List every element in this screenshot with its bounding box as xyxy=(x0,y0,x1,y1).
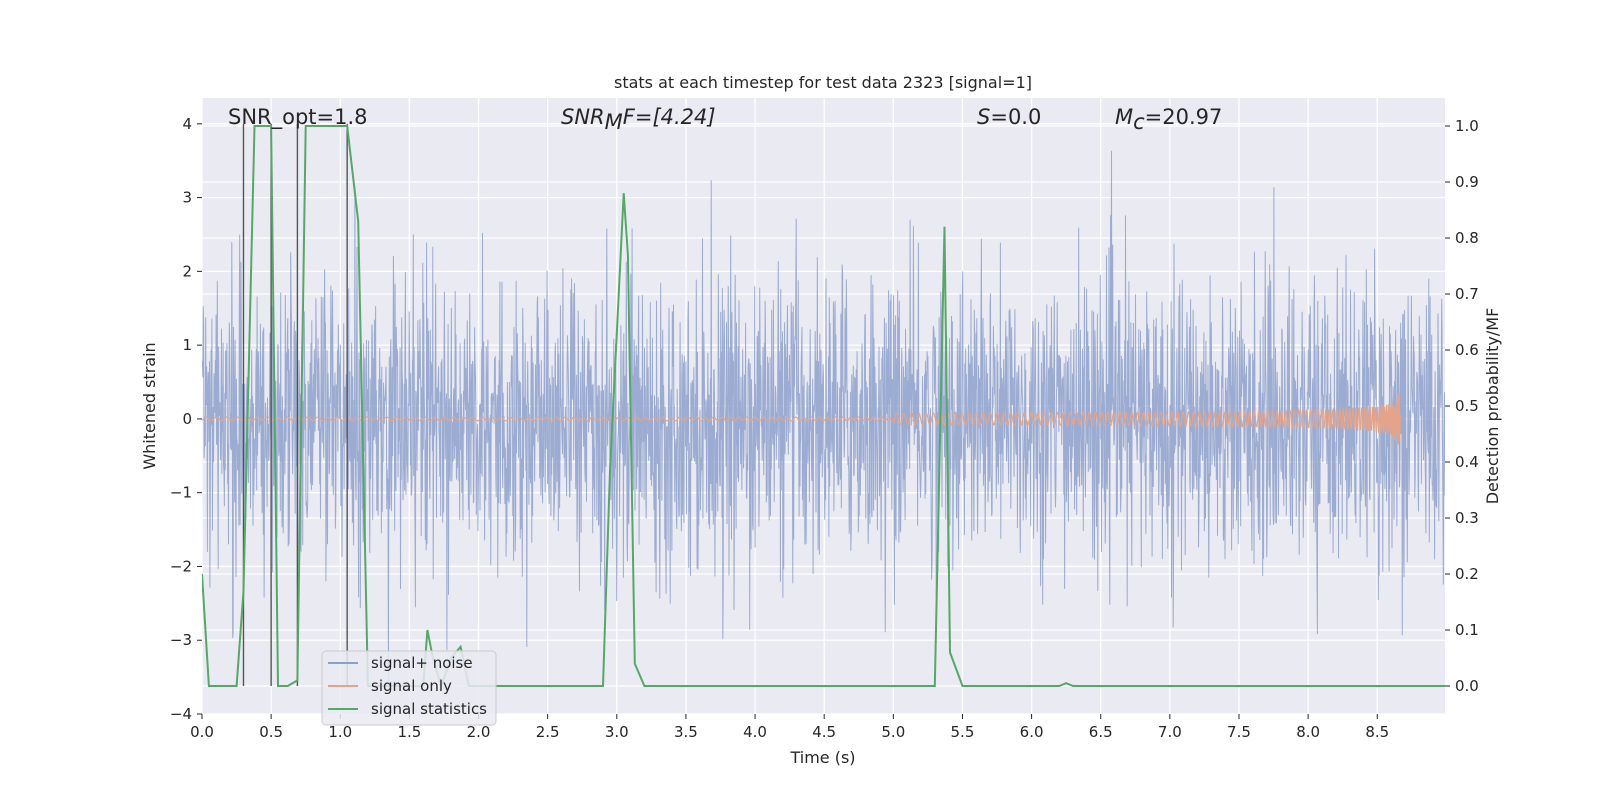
annotation-snr-mf: SNRMF=[4.24] xyxy=(561,105,716,134)
y-left-tick-label: −4 xyxy=(170,705,192,723)
y-right-tick-label: 0.9 xyxy=(1455,173,1479,191)
y-left-tick-label: 4 xyxy=(182,115,192,133)
x-tick-label: 0.5 xyxy=(259,723,283,741)
y-left-tick-label: −3 xyxy=(170,631,192,649)
y-left-tick-label: −1 xyxy=(170,484,192,502)
y-left-tick-label: 3 xyxy=(182,189,192,207)
y-axis-left-label: Whitened strain xyxy=(140,342,159,469)
annotation-mc-tail: =20.97 xyxy=(1145,105,1223,129)
annotation-snr-opt: SNR_opt=1.8 xyxy=(228,105,368,130)
y-right-tick-label: 0.3 xyxy=(1455,509,1479,527)
y-left-tick-label: 0 xyxy=(182,410,192,428)
signal-only-series xyxy=(202,393,1401,445)
y-right-tick-label: 0.6 xyxy=(1455,341,1479,359)
annotation-snr-mf-tail: F=[4.24] xyxy=(623,105,716,129)
vertical-markers xyxy=(242,123,348,686)
annotation-snr-mf-sub: M xyxy=(605,110,623,134)
x-tick-label: 5.0 xyxy=(881,723,905,741)
annotation-mc-sub: c xyxy=(1133,110,1145,134)
y-left-tick-label: 2 xyxy=(182,262,192,280)
legend-box xyxy=(321,650,497,726)
y-right-tick-label: 0.8 xyxy=(1455,229,1479,247)
annotation-mc-base: M xyxy=(1115,105,1133,129)
y-right-tick-label: 0.4 xyxy=(1455,453,1479,471)
legend-label-signal-statistics: signal statistics xyxy=(371,700,487,718)
y-axis-left-ticks: −4 −3 −2 −1 0 1 2 3 4 xyxy=(170,115,202,723)
x-tick-label: 3.0 xyxy=(605,723,629,741)
annotation-mc: Mc=20.97 xyxy=(1115,105,1222,134)
chart-title: stats at each timestep for test data 232… xyxy=(614,73,1032,92)
legend-label-signal-only: signal only xyxy=(371,677,452,695)
y-right-tick-label: 0.7 xyxy=(1455,285,1479,303)
y-right-tick-label: 0.1 xyxy=(1455,621,1479,639)
x-tick-label: 6.5 xyxy=(1089,723,1113,741)
x-axis-label: Time (s) xyxy=(789,748,855,767)
x-tick-label: 2.5 xyxy=(536,723,560,741)
signal-noise-line xyxy=(202,150,1445,685)
x-tick-label: 0.0 xyxy=(190,723,214,741)
x-tick-label: 7.0 xyxy=(1158,723,1182,741)
x-axis-ticks: 0.0 0.5 1.0 1.5 2.0 2.5 3.0 3.5 4.0 4.5 5.0 5.5 6.0 6… xyxy=(190,714,1389,741)
y-right-tick-label: 0.2 xyxy=(1455,565,1479,583)
x-tick-label: 8.0 xyxy=(1296,723,1320,741)
y-axis-right-label: Detection probability/MF xyxy=(1483,308,1502,505)
y-left-tick-label: 1 xyxy=(182,336,192,354)
x-tick-label: 1.5 xyxy=(397,723,421,741)
y-right-tick-label: 0.0 xyxy=(1455,677,1479,695)
x-tick-label: 8.5 xyxy=(1365,723,1389,741)
signal-noise-series xyxy=(202,150,1445,685)
annotation-s-tail: =0.0 xyxy=(990,105,1041,129)
x-tick-label: 6.0 xyxy=(1020,723,1044,741)
grid xyxy=(201,98,1445,715)
annotation-s-base: S xyxy=(977,105,990,129)
y-right-tick-label: 0.5 xyxy=(1455,397,1479,415)
legend-label-signal-noise: signal+ noise xyxy=(371,654,473,672)
x-tick-label: 1.0 xyxy=(328,723,352,741)
annotation-snr-mf-base: SNR xyxy=(561,105,605,129)
legend: signal+ noise signal only signal statist… xyxy=(321,650,497,726)
x-tick-label: 2.0 xyxy=(467,723,491,741)
x-tick-label: 3.5 xyxy=(674,723,698,741)
x-tick-label: 7.5 xyxy=(1227,723,1251,741)
y-axis-right-ticks: 0.0 0.1 0.2 0.3 0.4 0.5 0.6 0.7 0.8 0.9 1.0 xyxy=(1445,117,1479,695)
y-right-tick-label: 1.0 xyxy=(1455,117,1479,135)
x-tick-label: 4.5 xyxy=(812,723,836,741)
annotation-s: S=0.0 xyxy=(977,105,1041,129)
y-left-tick-label: −2 xyxy=(170,557,192,575)
x-tick-label: 5.5 xyxy=(951,723,975,741)
signal-only-line xyxy=(202,393,1401,445)
x-tick-label: 4.0 xyxy=(743,723,767,741)
